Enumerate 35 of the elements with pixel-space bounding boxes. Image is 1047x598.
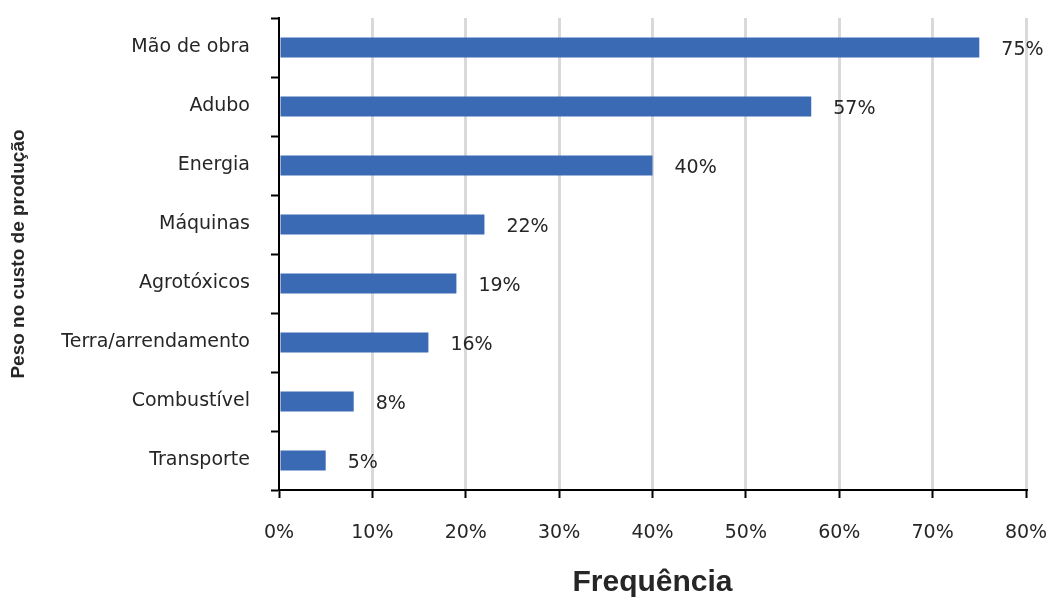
- y-tick-label: Transporte: [148, 447, 250, 470]
- bar: [280, 214, 485, 235]
- bar: [280, 96, 812, 117]
- x-axis-title: Frequência: [572, 564, 733, 598]
- x-tick-label: 10%: [351, 520, 394, 543]
- data-label: 40%: [674, 155, 717, 178]
- x-tick-label: 0%: [263, 520, 295, 543]
- x-tick-label: 20%: [444, 520, 487, 543]
- data-label: 75%: [1001, 37, 1044, 60]
- data-label: 16%: [450, 332, 493, 355]
- y-tick-label: Mão de obra: [131, 34, 250, 57]
- bar: [280, 332, 429, 353]
- bar: [280, 155, 653, 176]
- x-tick-label: 40%: [631, 520, 674, 543]
- bar: [280, 273, 457, 294]
- x-tick-label: 30%: [538, 520, 581, 543]
- x-tick-label: 70%: [911, 520, 954, 543]
- bar: [280, 391, 354, 412]
- y-tick-label: Energia: [177, 152, 250, 175]
- y-tick-label: Máquinas: [158, 211, 250, 234]
- x-tick-label: 50%: [724, 520, 767, 543]
- bar: [280, 37, 980, 58]
- x-tick-label: 60%: [818, 520, 861, 543]
- y-tick-label: Combustível: [131, 388, 250, 411]
- data-label: 57%: [833, 96, 876, 119]
- y-tick-label: Agrotóxicos: [138, 270, 250, 293]
- data-label: 19%: [478, 273, 521, 296]
- data-label: 22%: [506, 214, 549, 237]
- y-tick-label: Adubo: [189, 93, 250, 116]
- data-label: 5%: [347, 450, 378, 473]
- y-axis-title: Peso no custo de produção: [6, 129, 28, 379]
- y-tick-label: Terra/arrendamento: [60, 329, 250, 352]
- data-label: 8%: [375, 391, 406, 414]
- bar: [280, 450, 326, 471]
- x-tick-label: 80%: [1004, 520, 1047, 543]
